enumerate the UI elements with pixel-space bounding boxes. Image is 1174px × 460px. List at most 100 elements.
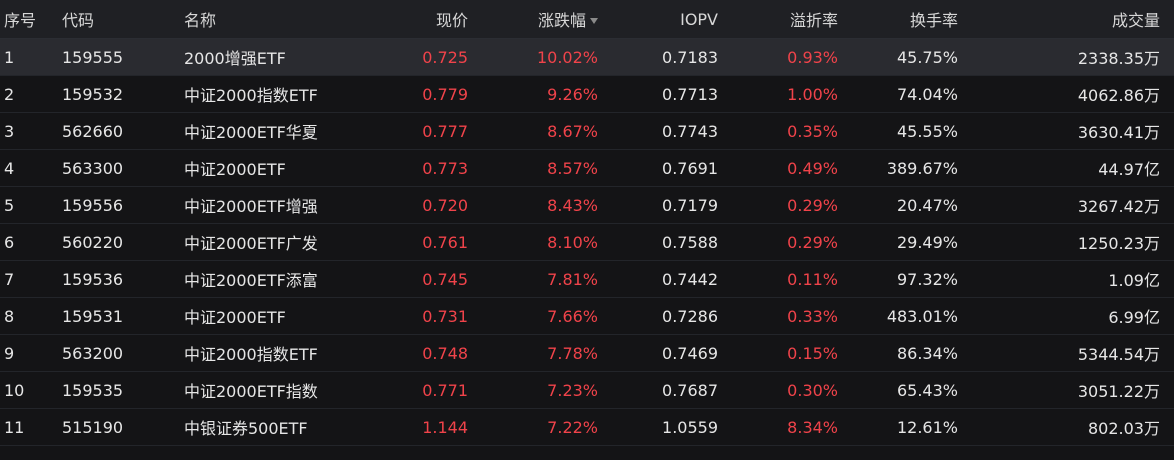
table-row[interactable]: 9 563200 中证2000指数ETF 0.748 7.78% 0.7469 0.15% 8… xyxy=(0,335,1174,372)
header-iopv[interactable]: IOPV xyxy=(680,9,718,29)
cell-change: 8.57% xyxy=(547,158,598,178)
table-row[interactable]: 4 563300 中证2000ETF 0.773 8.57% 0.7691 0.49% 389… xyxy=(0,150,1174,187)
cell-change: 8.67% xyxy=(547,121,598,141)
table-row[interactable]: 7 159536 中证2000ETF添富 0.745 7.81% 0.7442 0.11% 9… xyxy=(0,261,1174,298)
table-row[interactable]: 6 560220 中证2000ETF广发 0.761 8.10% 0.7588 0.29% 2… xyxy=(0,224,1174,261)
cell-iopv: 0.7183 xyxy=(662,47,718,67)
cell-name: 中证2000ETF广发 xyxy=(184,234,318,253)
header-change[interactable]: 涨跌幅 xyxy=(482,7,612,31)
cell-change: 7.66% xyxy=(547,306,598,326)
cell-volume: 3630.41万 xyxy=(1077,123,1160,142)
cell-price: 0.779 xyxy=(422,84,468,104)
header-price[interactable]: 现价 xyxy=(435,11,468,30)
cell-iopv: 0.7691 xyxy=(662,158,718,178)
cell-index: 6 xyxy=(4,232,15,252)
header-change-label: 涨跌幅 xyxy=(537,11,586,30)
cell-premium: 8.34% xyxy=(787,417,838,437)
cell-iopv: 0.7469 xyxy=(662,343,718,363)
cell-premium: 0.29% xyxy=(787,195,838,215)
header-index[interactable]: 序号 xyxy=(4,11,37,30)
cell-premium: 0.30% xyxy=(787,380,838,400)
cell-change: 8.43% xyxy=(547,195,598,215)
header-name[interactable]: 名称 xyxy=(184,11,217,30)
cell-iopv: 0.7687 xyxy=(662,380,718,400)
cell-price: 0.771 xyxy=(422,380,468,400)
header-code[interactable]: 代码 xyxy=(62,11,95,30)
cell-price: 0.748 xyxy=(422,343,468,363)
cell-index: 1 xyxy=(4,47,15,67)
cell-iopv: 0.7442 xyxy=(662,269,718,289)
cell-price: 0.777 xyxy=(422,121,468,141)
cell-change: 9.26% xyxy=(547,84,598,104)
cell-price: 0.761 xyxy=(422,232,468,252)
cell-premium: 0.11% xyxy=(787,269,838,289)
cell-volume: 44.97亿 xyxy=(1098,160,1160,179)
cell-turnover: 389.67% xyxy=(886,158,958,178)
cell-turnover: 45.75% xyxy=(896,47,958,67)
cell-change: 8.10% xyxy=(547,232,598,252)
cell-name: 中证2000ETF指数 xyxy=(184,382,318,401)
cell-index: 5 xyxy=(4,195,15,215)
cell-name: 中证2000ETF增强 xyxy=(184,197,318,216)
cell-name: 中银证券500ETF xyxy=(184,419,308,438)
cell-index: 4 xyxy=(4,158,15,178)
cell-code: 159532 xyxy=(62,84,124,104)
cell-index: 3 xyxy=(4,121,15,141)
cell-code: 560220 xyxy=(62,232,124,252)
cell-price: 0.725 xyxy=(422,47,468,67)
table-row[interactable]: 2 159532 中证2000指数ETF 0.779 9.26% 0.7713 1.00% 7… xyxy=(0,76,1174,113)
cell-iopv: 0.7286 xyxy=(662,306,718,326)
cell-premium: 0.33% xyxy=(787,306,838,326)
cell-change: 7.22% xyxy=(547,417,598,437)
cell-change: 10.02% xyxy=(536,47,598,67)
cell-premium: 0.93% xyxy=(787,47,838,67)
cell-iopv: 0.7588 xyxy=(662,232,718,252)
cell-price: 0.720 xyxy=(422,195,468,215)
cell-turnover: 20.47% xyxy=(896,195,958,215)
cell-code: 515190 xyxy=(62,417,124,437)
cell-premium: 0.15% xyxy=(787,343,838,363)
cell-code: 562660 xyxy=(62,121,124,141)
cell-premium: 0.49% xyxy=(787,158,838,178)
cell-volume: 3267.42万 xyxy=(1077,197,1160,216)
cell-code: 563200 xyxy=(62,343,124,363)
cell-code: 159556 xyxy=(62,195,124,215)
table-row[interactable]: 5 159556 中证2000ETF增强 0.720 8.43% 0.7179 0.29% 2… xyxy=(0,187,1174,224)
cell-volume: 6.99亿 xyxy=(1108,308,1160,327)
cell-volume: 1.09亿 xyxy=(1108,271,1160,290)
cell-index: 11 xyxy=(4,417,25,437)
table-header: 序号 代码 名称 现价 涨跌幅 IOPV 溢折率 换手率 成交量 xyxy=(0,0,1174,39)
cell-name: 中证2000ETF添富 xyxy=(184,271,318,290)
cell-iopv: 0.7743 xyxy=(662,121,718,141)
cell-change: 7.81% xyxy=(547,269,598,289)
cell-code: 159555 xyxy=(62,47,124,67)
cell-change: 7.23% xyxy=(547,380,598,400)
cell-premium: 1.00% xyxy=(787,84,838,104)
header-turnover[interactable]: 换手率 xyxy=(909,11,958,30)
cell-code: 159536 xyxy=(62,269,124,289)
table-row[interactable]: 8 159531 中证2000ETF 0.731 7.66% 0.7286 0.33% 483… xyxy=(0,298,1174,335)
cell-iopv: 0.7713 xyxy=(662,84,718,104)
cell-volume: 2338.35万 xyxy=(1077,49,1160,68)
caret-down-icon xyxy=(590,17,598,24)
cell-turnover: 483.01% xyxy=(886,306,958,326)
header-premium[interactable]: 溢折率 xyxy=(789,11,838,30)
cell-code: 159531 xyxy=(62,306,124,326)
cell-volume: 802.03万 xyxy=(1088,419,1160,438)
cell-index: 8 xyxy=(4,306,15,326)
table-row[interactable]: 10 159535 中证2000ETF指数 0.771 7.23% 0.7687 0.30%… xyxy=(0,372,1174,409)
cell-code: 159535 xyxy=(62,380,124,400)
cell-premium: 0.35% xyxy=(787,121,838,141)
cell-name: 中证2000指数ETF xyxy=(184,345,318,364)
cell-name: 中证2000ETF华夏 xyxy=(184,123,318,142)
table-row[interactable]: 1 159555 2000增强ETF 0.725 10.02% 0.7183 0.93% 45… xyxy=(0,39,1174,76)
table-row[interactable]: 3 562660 中证2000ETF华夏 0.777 8.67% 0.7743 0.35% 4… xyxy=(0,113,1174,150)
header-volume[interactable]: 成交量 xyxy=(1111,11,1160,30)
table-row[interactable]: 11 515190 中银证券500ETF 1.144 7.22% 1.0559 8.34% 1… xyxy=(0,409,1174,446)
cell-name: 中证2000指数ETF xyxy=(184,86,318,105)
cell-index: 7 xyxy=(4,269,15,289)
cell-index: 10 xyxy=(4,380,25,400)
cell-volume: 4062.86万 xyxy=(1077,86,1160,105)
cell-index: 9 xyxy=(4,343,15,363)
